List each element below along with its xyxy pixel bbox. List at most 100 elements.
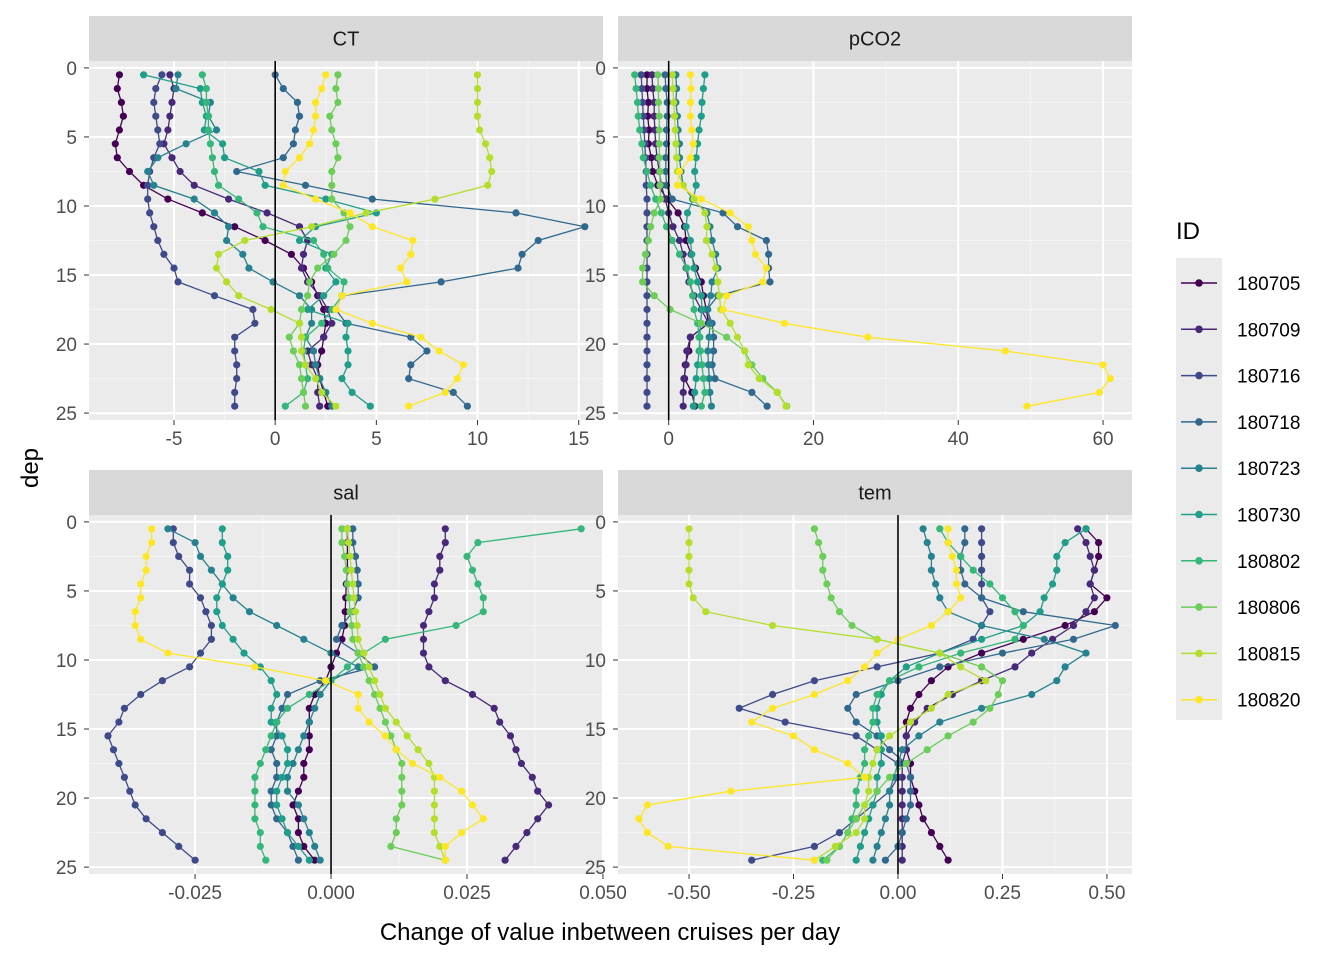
data-point: [297, 375, 306, 383]
strip-background: [89, 470, 603, 515]
data-point: [679, 402, 687, 410]
data-point: [815, 539, 823, 547]
data-point: [852, 690, 860, 699]
data-point: [534, 787, 542, 795]
data-point: [338, 375, 346, 383]
data-point: [463, 402, 471, 410]
data-point: [655, 140, 663, 148]
data-point: [719, 305, 727, 314]
data-point: [223, 278, 231, 286]
data-point: [763, 402, 771, 410]
data-point: [810, 856, 819, 864]
x-tick-label: 0.00: [879, 883, 916, 904]
data-point: [919, 525, 927, 533]
data-point: [267, 305, 275, 314]
legend-label: 180716: [1237, 367, 1300, 388]
data-point: [312, 195, 320, 203]
data-point: [175, 842, 183, 851]
data-point: [279, 181, 287, 189]
data-point: [381, 718, 389, 726]
data-point: [235, 292, 243, 300]
series-180820: [279, 71, 467, 410]
data-point: [512, 842, 520, 851]
data-point: [873, 663, 881, 671]
data-point: [144, 181, 152, 189]
data-point: [1049, 580, 1057, 588]
data-point: [137, 690, 145, 699]
data-point: [278, 815, 286, 823]
y-tick-label: 10: [585, 651, 606, 672]
data-point: [978, 635, 986, 643]
data-point: [697, 112, 705, 120]
data-point: [639, 154, 647, 162]
data-point: [1011, 608, 1019, 616]
data-point: [861, 773, 869, 781]
data-point: [334, 154, 342, 162]
data-point: [698, 361, 706, 369]
data-point: [430, 801, 438, 809]
data-point: [255, 167, 263, 176]
data-point: [1053, 566, 1061, 574]
data-point: [239, 250, 247, 258]
data-point: [206, 140, 214, 148]
data-point: [419, 621, 428, 630]
data-point: [251, 815, 259, 823]
data-point: [371, 690, 379, 699]
data-point: [952, 566, 961, 574]
legend-label: 180815: [1237, 644, 1300, 665]
data-point: [381, 635, 389, 643]
x-tick-label: 5: [371, 429, 382, 450]
data-point: [120, 704, 128, 712]
data-point: [190, 181, 198, 189]
legend-item-180806: 180806: [1181, 598, 1300, 619]
data-point: [534, 236, 542, 245]
data-point: [453, 375, 461, 383]
data-point: [212, 126, 221, 134]
data-point: [518, 250, 526, 258]
y-tick-label: 25: [56, 404, 77, 425]
data-point: [283, 829, 292, 837]
data-point: [273, 801, 281, 809]
panel-pco2: pCO2 0 20 40 60 0 5 10 15 20 25: [585, 16, 1132, 450]
data-point: [273, 690, 281, 699]
data-point: [877, 759, 885, 768]
data-point: [213, 608, 221, 616]
data-point: [318, 319, 326, 327]
data-point: [423, 347, 431, 355]
data-point: [111, 140, 119, 148]
legend-label: 180806: [1237, 598, 1300, 619]
data-point: [1099, 361, 1107, 369]
data-point: [633, 98, 642, 106]
data-point: [289, 140, 297, 148]
data-point: [198, 209, 206, 217]
data-point: [267, 732, 275, 740]
data-point: [142, 552, 150, 561]
legend-item-180716: 180716: [1181, 367, 1300, 388]
x-tick-label: 0.50: [1088, 883, 1125, 904]
data-point: [346, 209, 354, 217]
data-point: [301, 361, 310, 369]
legend-key-point: [1195, 325, 1203, 334]
data-point: [150, 98, 158, 106]
legend-item-180730: 180730: [1181, 506, 1300, 527]
data-point: [113, 85, 121, 93]
data-point: [886, 677, 894, 685]
data-point: [350, 594, 358, 602]
data-point: [152, 85, 160, 93]
data-point: [699, 85, 708, 93]
y-tick-label: 20: [585, 789, 606, 810]
data-point: [344, 539, 352, 547]
data-point: [581, 223, 589, 231]
data-point: [376, 704, 384, 712]
data-point: [687, 85, 695, 93]
data-point: [306, 140, 314, 148]
data-point: [978, 525, 986, 533]
data-point: [978, 649, 986, 657]
data-point: [137, 635, 145, 643]
data-point: [978, 704, 986, 712]
data-point: [708, 278, 716, 286]
data-point: [936, 594, 944, 602]
data-point: [692, 181, 700, 189]
y-tick-label: 15: [585, 720, 606, 741]
